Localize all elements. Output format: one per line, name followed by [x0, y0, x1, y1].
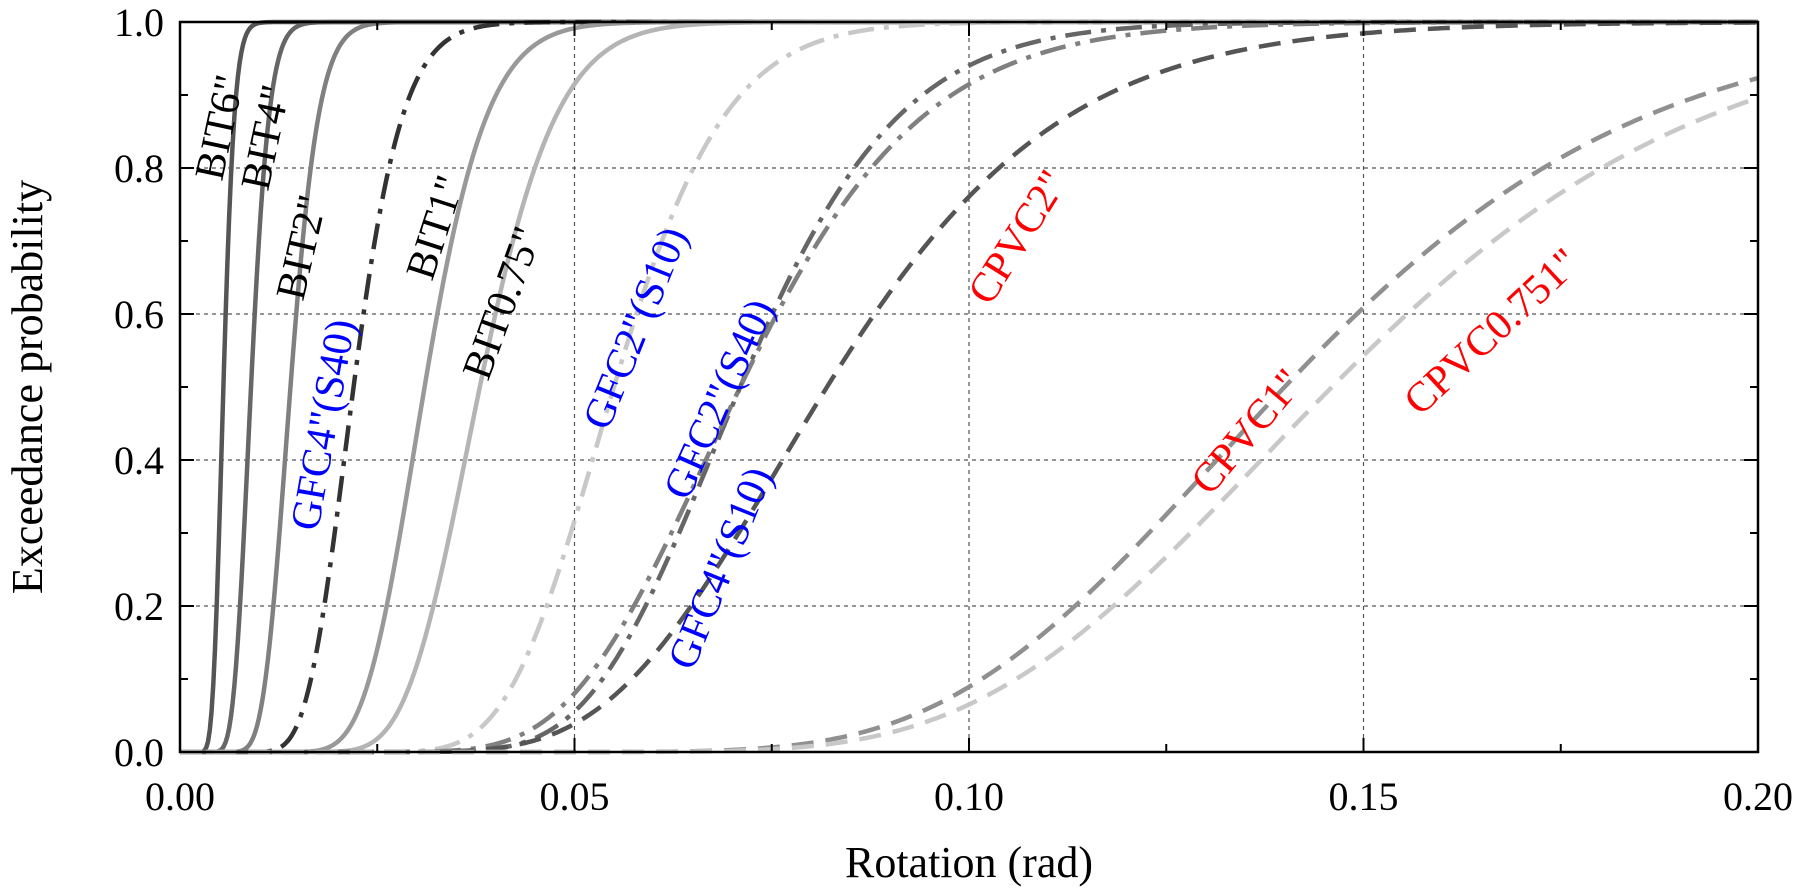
- y-tick-label: 1.0: [114, 0, 164, 45]
- y-tick-label: 0.4: [114, 438, 164, 483]
- curve-label-11: CPVC0.751": [1395, 240, 1588, 425]
- y-axis-title: Exceedance probability: [3, 180, 52, 594]
- curve-labels: BIT6"BIT4"BIT2"GFC4"(S40)BIT1"BIT0.75" GF…: [187, 71, 1589, 676]
- curve-8: [180, 19, 1758, 755]
- curve-6: [180, 19, 1758, 755]
- y-tick-labels: 0.0 0.2 0.4 0.6 0.8 1.0: [114, 0, 164, 775]
- curve-label-4: BIT1": [398, 170, 474, 285]
- x-tick-label: 0.15: [1329, 774, 1399, 819]
- curve-0: [180, 19, 1758, 755]
- x-tick-label: 0.10: [934, 774, 1004, 819]
- y-tick-label: 0.0: [114, 730, 164, 775]
- x-tick-label: 0.00: [145, 774, 215, 819]
- curve-4: [180, 19, 1758, 755]
- curve-11: [180, 95, 1759, 755]
- x-axis-title: Rotation (rad): [845, 838, 1093, 887]
- curve-9: [180, 20, 1759, 755]
- y-tick-label: 0.8: [114, 146, 164, 191]
- curve-label-2: BIT2": [268, 191, 337, 304]
- grid-lines: [180, 22, 1758, 752]
- x-tick-labels: 0.00 0.05 0.10 0.15 0.20: [145, 774, 1793, 819]
- curve-2: [180, 19, 1758, 755]
- curve-10: [180, 75, 1759, 755]
- curve-label-5: BIT0.75": [454, 221, 551, 385]
- curve-label-6: GFC2"(S10): [575, 221, 698, 436]
- plot-frame: [178, 20, 1760, 754]
- curve-label-10: CPVC1": [1182, 361, 1312, 504]
- x-tick-label: 0.20: [1723, 774, 1793, 819]
- curve-3: [180, 19, 1758, 755]
- curve-1: [180, 19, 1758, 755]
- axis-ticks: [179, 21, 1759, 753]
- curve-7: [180, 19, 1758, 755]
- y-tick-label: 0.2: [114, 584, 164, 629]
- x-tick-label: 0.05: [540, 774, 610, 819]
- curve-label-9: CPVC2": [959, 163, 1076, 313]
- y-tick-label: 0.6: [114, 292, 164, 337]
- curve-5: [180, 19, 1758, 755]
- curves: [180, 19, 1759, 755]
